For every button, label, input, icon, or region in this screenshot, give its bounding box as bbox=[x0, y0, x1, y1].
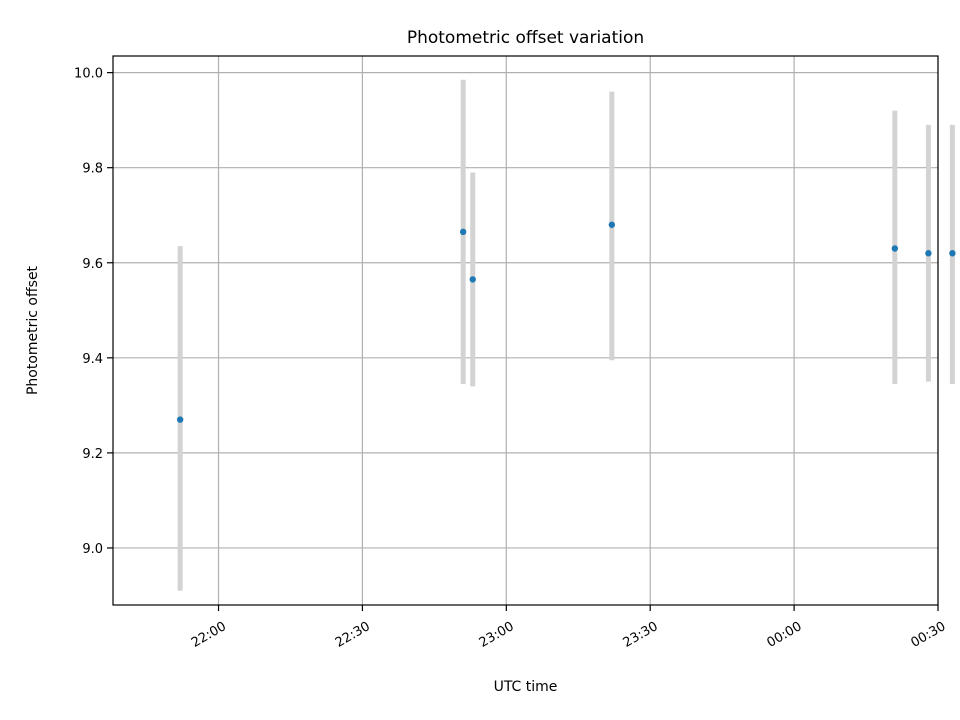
x-tick-label: 23:30 bbox=[621, 619, 661, 651]
data-point bbox=[949, 250, 956, 257]
plot-frame bbox=[112, 55, 939, 606]
x-tick-label: 22:30 bbox=[333, 619, 373, 651]
y-tick-label: 10.0 bbox=[74, 67, 103, 82]
axis-ticks: 22:0022:3023:0023:3000:0000:3001:0001:30… bbox=[74, 67, 948, 651]
y-tick-label: 9.4 bbox=[82, 352, 103, 367]
data-point bbox=[469, 276, 476, 283]
y-axis-label: Photometric offset bbox=[25, 265, 41, 395]
error-bars bbox=[177, 79, 955, 591]
data-point bbox=[891, 245, 899, 252]
grid-lines bbox=[113, 56, 939, 605]
data-point bbox=[459, 228, 467, 236]
data-point bbox=[608, 221, 616, 228]
x-tick-label: 22:00 bbox=[189, 619, 229, 651]
y-tick-label: 9.0 bbox=[82, 542, 103, 557]
x-tick-label: 23:00 bbox=[477, 619, 517, 651]
y-tick-label: 9.8 bbox=[82, 162, 103, 177]
x-axis-label: UTC time bbox=[494, 679, 558, 695]
x-tick-label: 00:30 bbox=[908, 619, 948, 651]
y-tick-label: 9.2 bbox=[82, 447, 103, 462]
x-tick-label: 00:00 bbox=[765, 619, 805, 651]
data-point bbox=[176, 416, 184, 423]
y-tick-label: 9.6 bbox=[82, 257, 103, 272]
chart-title: Photometric offset variation bbox=[407, 28, 644, 48]
data-points bbox=[176, 221, 956, 423]
data-point bbox=[925, 250, 932, 257]
